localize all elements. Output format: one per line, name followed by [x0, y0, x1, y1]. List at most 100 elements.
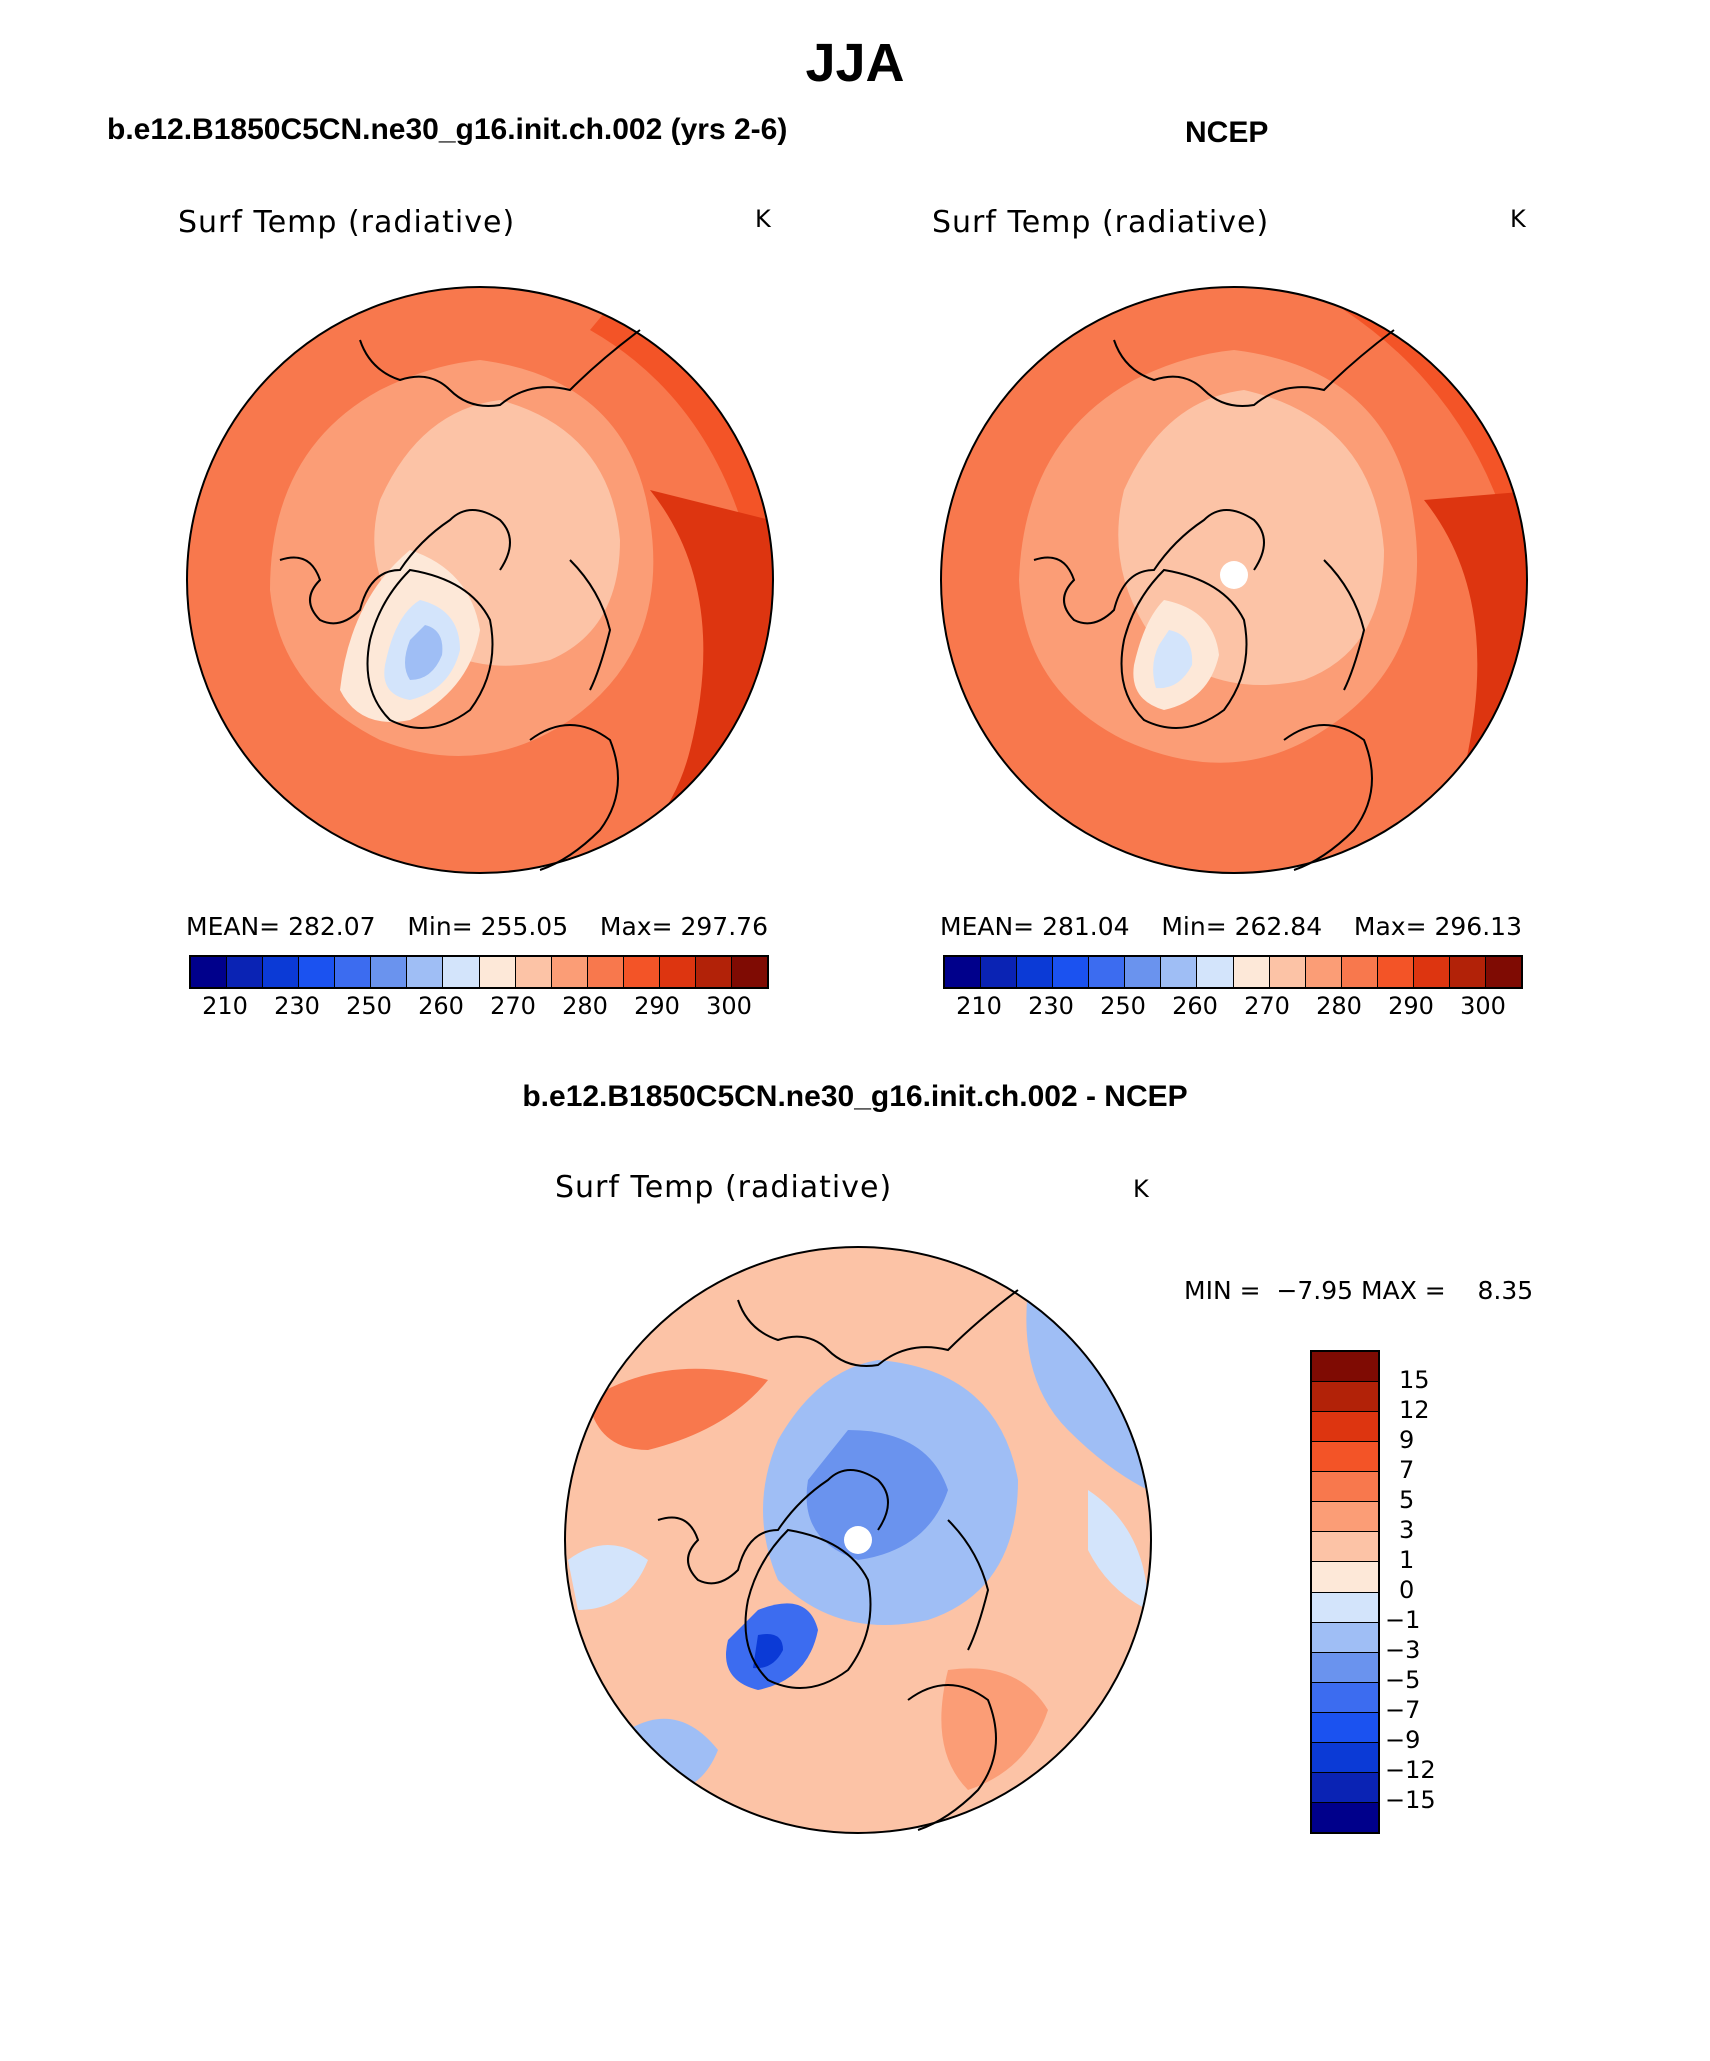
- colorbar-cell: [1312, 1771, 1378, 1802]
- colorbar-ticks-ncep: 210 230 250 260 270 280 290 300: [943, 992, 1523, 1022]
- colorbar-tick-label: −5: [1385, 1666, 1421, 1694]
- colorbar-ncep: [943, 955, 1523, 989]
- colorbar-tick-label: 260: [1172, 992, 1218, 1020]
- colorbar-tick-label: −9: [1385, 1726, 1421, 1754]
- coastlines: [657, 1289, 1019, 1831]
- colorbar-ticks-model: 210 230 250 260 270 280 290 300: [189, 992, 769, 1022]
- max-value: 8.35: [1477, 1276, 1534, 1305]
- colorbar-cell: [1312, 1681, 1378, 1712]
- colorbar-cell: [1312, 1801, 1378, 1832]
- colorbar-tick-label: 290: [1388, 992, 1434, 1020]
- panel-title-diff: b.e12.B1850C5CN.ne30_g16.init.ch.002 - N…: [522, 1080, 1188, 1113]
- colorbar-cell: [1312, 1471, 1378, 1502]
- colorbar-tick-label: 270: [490, 992, 536, 1020]
- variable-label-ncep: Surf Temp (radiative): [932, 205, 1270, 240]
- map-diff: [564, 1246, 1152, 1834]
- colorbar-tick-label: −1: [1385, 1606, 1421, 1634]
- region-greenland-summit: [1153, 630, 1193, 689]
- stats-diff: MIN = −7.95 MAX = 8.35: [1184, 1276, 1533, 1305]
- region-central-arctic: [806, 1430, 948, 1560]
- colorbar-tick-label: 210: [202, 992, 248, 1020]
- colorbar-cell: [550, 957, 587, 987]
- colorbar-cell: [1088, 957, 1125, 987]
- region-pacific-slight: [1088, 1490, 1148, 1610]
- mean-label: MEAN=: [940, 912, 1035, 941]
- colorbar-cell: [442, 957, 479, 987]
- colorbar-tick-label: 0: [1399, 1576, 1415, 1604]
- colorbar-cell: [1052, 957, 1089, 987]
- colorbar-cell: [1312, 1381, 1378, 1412]
- mean-value: 282.07: [288, 912, 376, 941]
- colorbar-cell: [334, 957, 371, 987]
- colorbar-cell: [658, 957, 695, 987]
- coastlines: [279, 329, 641, 871]
- region-atlantic-cool: [568, 1545, 648, 1610]
- colorbar-tick-label: 1: [1399, 1546, 1415, 1574]
- variable-label-model: Surf Temp (radiative): [178, 205, 516, 240]
- colorbar-cell: [1412, 957, 1449, 987]
- colorbar-cell: [1312, 1561, 1378, 1592]
- max-label: Max=: [1353, 912, 1427, 941]
- colorbar-tick-label: −12: [1385, 1756, 1436, 1784]
- map-border: [564, 1246, 1152, 1834]
- colorbar-tick-label: 230: [1028, 992, 1074, 1020]
- colorbar-cell: [1312, 1651, 1378, 1682]
- colorbar-tick-label: 290: [634, 992, 680, 1020]
- colorbar-cell: [226, 957, 263, 987]
- units-label-diff: K: [1133, 1175, 1150, 1203]
- colorbar-cell: [1312, 1531, 1378, 1562]
- colorbar-cell: [1304, 957, 1341, 987]
- pole-hole: [1220, 561, 1248, 589]
- colorbar-cell: [1160, 957, 1197, 987]
- map-ncep: [940, 286, 1528, 874]
- colorbar-cell: [1268, 957, 1305, 987]
- colorbar-tick-label: 9: [1399, 1426, 1415, 1454]
- colorbar-cell: [298, 957, 335, 987]
- max-value: 297.76: [680, 912, 768, 941]
- colorbar-cell: [1312, 1621, 1378, 1652]
- colorbar-tick-label: 250: [1100, 992, 1146, 1020]
- figure-title: JJA: [805, 33, 905, 93]
- colorbar-tick-label: 280: [1316, 992, 1362, 1020]
- colorbar-tick-label: −15: [1385, 1786, 1436, 1814]
- map-model: [186, 286, 774, 874]
- pole-hole: [844, 1526, 872, 1554]
- min-label: Min=: [1161, 912, 1227, 941]
- colorbar-cell: [478, 957, 515, 987]
- min-label: MIN =: [1184, 1276, 1261, 1305]
- min-value: 255.05: [480, 912, 569, 941]
- colorbar-tick-label: 280: [562, 992, 608, 1020]
- colorbar-cell: [1232, 957, 1269, 987]
- colorbar-cell: [586, 957, 623, 987]
- colorbar-tick-label: 250: [346, 992, 392, 1020]
- colorbar-diff: [1310, 1350, 1380, 1834]
- colorbar-cell: [730, 957, 767, 987]
- units-label-model: K: [755, 205, 772, 233]
- min-value: −7.95: [1276, 1276, 1354, 1305]
- mean-label: MEAN=: [186, 912, 281, 941]
- colorbar-cell: [1312, 1591, 1378, 1622]
- mean-value: 281.04: [1042, 912, 1130, 941]
- panel-title-model: b.e12.B1850C5CN.ne30_g16.init.ch.002 (yr…: [107, 113, 788, 146]
- colorbar-cell: [1448, 957, 1485, 987]
- colorbar-cell: [1312, 1711, 1378, 1742]
- colorbar-cell: [1376, 957, 1413, 987]
- colorbar-cell: [406, 957, 443, 987]
- max-value: 296.13: [1434, 912, 1522, 941]
- colorbar-cell: [1016, 957, 1053, 987]
- region-hot-east: [600, 490, 773, 873]
- colorbar-ticks-diff: 15 12 9 7 5 3 1 0 −1 −3 −5 −7 −9 −12 −15: [1385, 1350, 1465, 1830]
- stats-model: MEAN= 282.07 Min= 255.05 Max= 297.76: [186, 912, 768, 941]
- colorbar-tick-label: 300: [1460, 992, 1506, 1020]
- colorbar-cell: [191, 957, 227, 987]
- colorbar-cell: [622, 957, 659, 987]
- colorbar-tick-label: 260: [418, 992, 464, 1020]
- region-canada-warm: [588, 1368, 768, 1450]
- colorbar-cell: [945, 957, 981, 987]
- colorbar-cell: [514, 957, 551, 987]
- colorbar-tick-label: 15: [1399, 1366, 1430, 1394]
- region-pacific-cool: [1026, 1290, 1148, 1490]
- map-border: [940, 286, 1528, 874]
- colorbar-cell: [370, 957, 407, 987]
- colorbar-tick-label: 12: [1399, 1396, 1430, 1424]
